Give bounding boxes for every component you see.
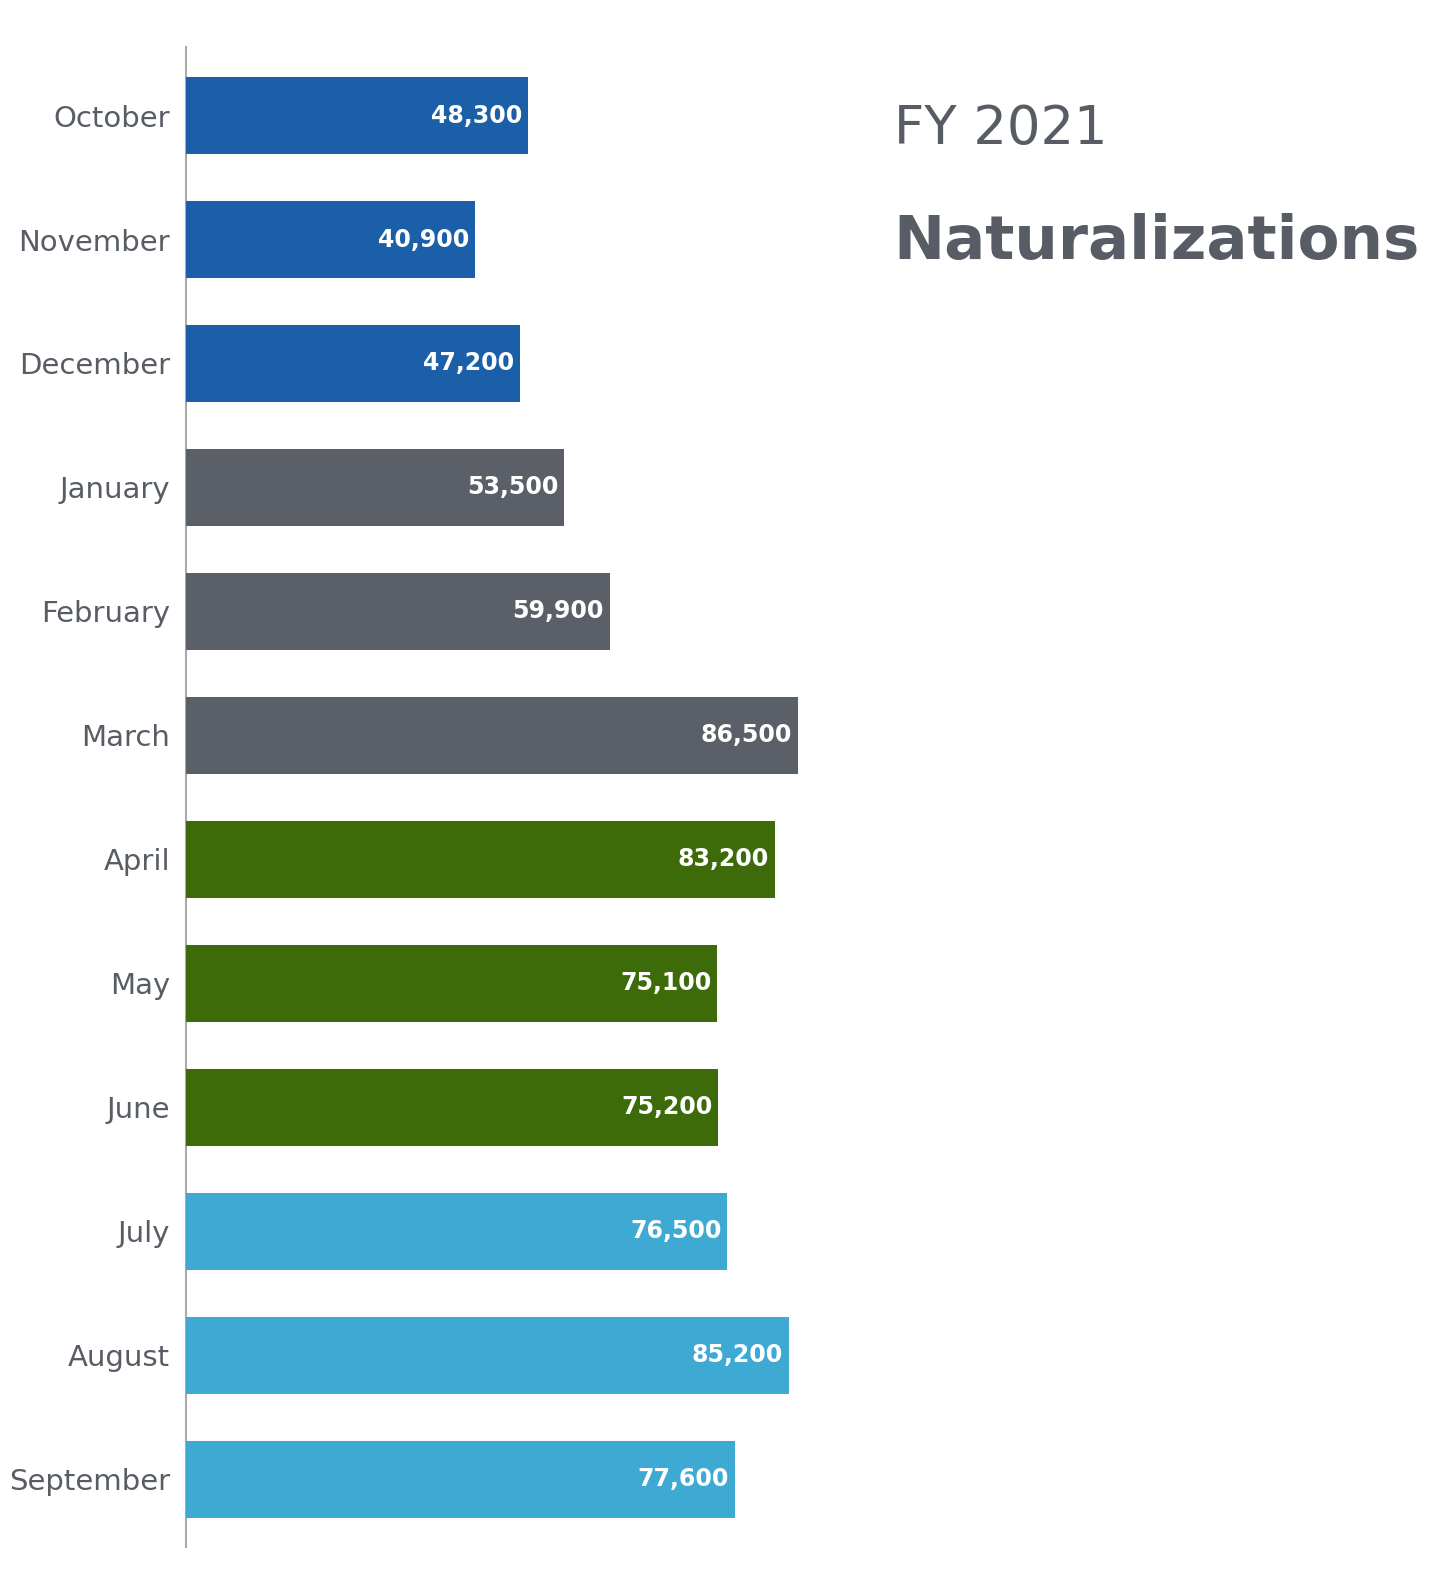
Bar (186, 325, 521, 403)
Text: 83,200: 83,200 (678, 848, 769, 872)
Bar (186, 696, 798, 774)
Text: 75,200: 75,200 (621, 1096, 712, 1120)
Text: 59,900: 59,900 (512, 600, 603, 624)
Text: 77,600: 77,600 (638, 1467, 729, 1491)
Text: Naturalizations: Naturalizations (894, 213, 1420, 272)
Text: 47,200: 47,200 (423, 352, 515, 376)
Bar (186, 573, 609, 651)
Bar (186, 944, 718, 1022)
Text: 53,500: 53,500 (468, 475, 559, 499)
Bar (186, 448, 565, 526)
Text: 76,500: 76,500 (631, 1219, 722, 1243)
Bar (186, 1317, 789, 1394)
Bar (186, 1192, 726, 1270)
Text: 48,300: 48,300 (430, 104, 522, 128)
Text: FY 2021: FY 2021 (894, 103, 1107, 155)
Bar (186, 1440, 735, 1517)
Bar (186, 201, 475, 278)
Text: 86,500: 86,500 (701, 723, 792, 747)
Text: 75,100: 75,100 (621, 971, 712, 995)
Bar (186, 1069, 718, 1146)
Bar (186, 821, 775, 898)
Text: 40,900: 40,900 (379, 227, 469, 251)
Bar (186, 77, 528, 155)
Text: 85,200: 85,200 (692, 1344, 784, 1367)
